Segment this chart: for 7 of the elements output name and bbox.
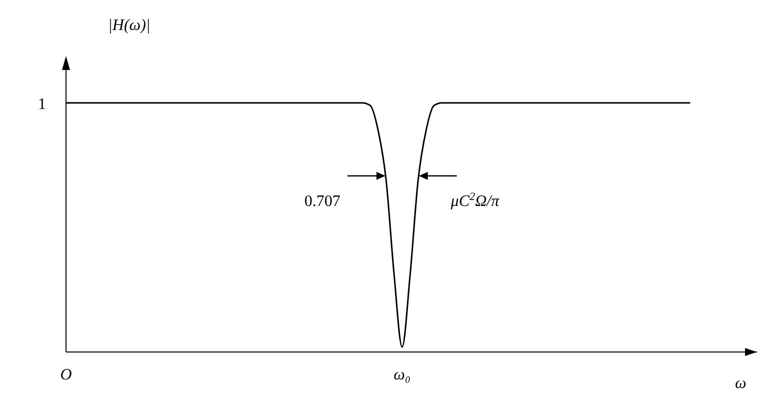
y-axis-title: |H(ω)| [108, 17, 150, 34]
text: 1 [38, 96, 46, 113]
annotation: μC$^{2}$Ω/π [450, 190, 500, 210]
x-axis-title: ω [735, 375, 746, 392]
x-tick-label: ω₀ [394, 366, 411, 384]
x-tick-label: O [60, 366, 72, 384]
annotation: 0.707 [304, 192, 340, 210]
